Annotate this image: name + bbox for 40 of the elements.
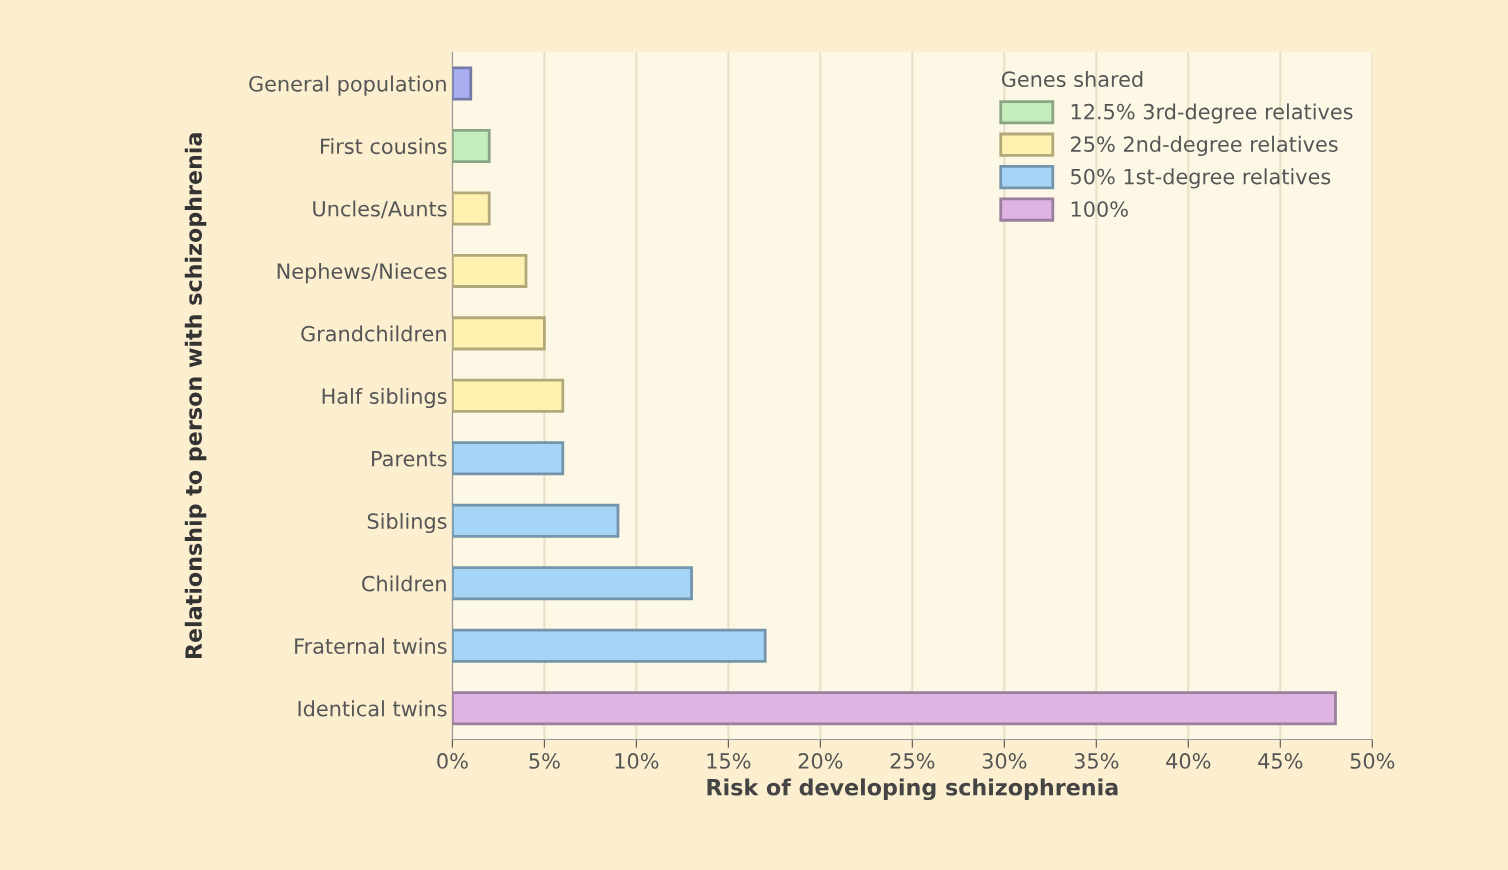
- bar: [452, 691, 1337, 726]
- x-tick-label: 40%: [1166, 753, 1211, 769]
- x-axis-title: Risk of developing schizophrenia: [707, 778, 1118, 801]
- legend-title: Genes shared: [1001, 70, 1143, 88]
- bar: [452, 191, 491, 226]
- legend-label: 25% 2nd-degree relatives: [1071, 135, 1338, 157]
- x-tick-label: 15%: [707, 753, 751, 769]
- y-axis-title: Relationship to person with schizophrenia: [184, 133, 207, 659]
- y-tick-label: General population: [249, 75, 446, 96]
- x-tick-label: 50%: [1350, 753, 1395, 769]
- bar: [452, 128, 491, 163]
- y-tick-label: First cousins: [321, 138, 447, 155]
- bar: [452, 628, 767, 663]
- y-tick-label: Half siblings: [322, 387, 447, 409]
- legend-label: 12.5% 3rd-degree relatives: [1071, 103, 1353, 124]
- y-tick-label: Parents: [372, 451, 447, 467]
- x-tick-label: 25%: [890, 753, 935, 769]
- x-tick-label: 5%: [529, 753, 560, 769]
- y-tick-label: Uncles/Aunts: [313, 200, 447, 219]
- bar: [452, 503, 620, 538]
- y-tick-label: Identical twins: [298, 700, 447, 717]
- y-tick-label: Grandchildren: [301, 325, 446, 342]
- x-tick-label: 20%: [798, 753, 843, 769]
- bar: [452, 316, 546, 351]
- bar: [452, 253, 528, 288]
- bar: [452, 441, 565, 476]
- bar: [452, 66, 473, 101]
- y-tick-label: Children: [362, 575, 446, 592]
- bar: [452, 378, 565, 413]
- bar: [452, 566, 693, 601]
- y-tick-label: Nephews/Nieces: [277, 262, 447, 284]
- x-tick-label: 35%: [1074, 753, 1119, 769]
- legend-label: 50% 1st-degree relatives: [1071, 168, 1331, 189]
- x-tick-label: 45%: [1258, 753, 1303, 769]
- y-tick-label: Siblings: [367, 512, 447, 534]
- x-tick-label: 10%: [615, 753, 659, 769]
- x-tick-label: 30%: [982, 753, 1027, 769]
- x-tick-label: 0%: [437, 753, 468, 769]
- y-tick-label: Fraternal twins: [295, 637, 447, 654]
- legend-label: 100%: [1071, 201, 1128, 217]
